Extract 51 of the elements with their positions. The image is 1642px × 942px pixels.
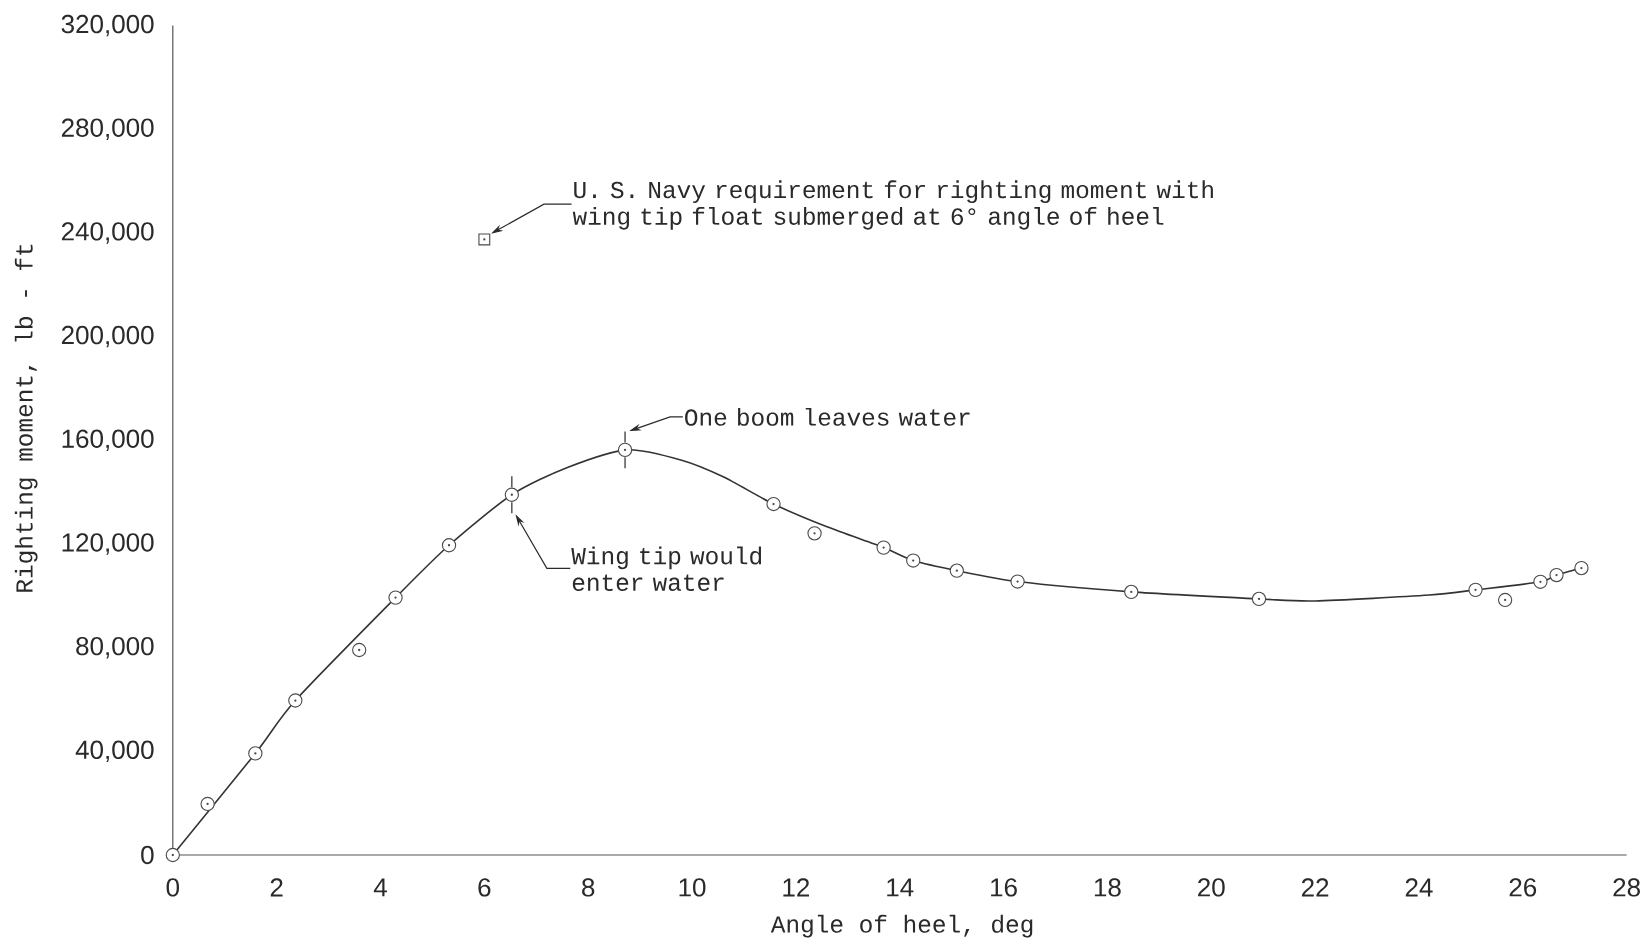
y-tick-label: 160,000 (62, 429, 154, 452)
x-tick-label: 12 (783, 878, 809, 897)
point (1251, 591, 1267, 607)
point (1468, 582, 1483, 597)
x-tick-label: 14 (887, 878, 914, 897)
annotation: One boom leaves water (685, 407, 970, 426)
point (288, 693, 303, 708)
y-tick-label: 280,000 (61, 118, 154, 141)
x-axis-title: Angle of heel, deg (770, 914, 1033, 938)
point (165, 847, 180, 863)
x-tick-label: 4 (373, 878, 387, 897)
point (254, 752, 257, 755)
y-tick-label: 200,000 (61, 325, 154, 348)
y-axis-title: Righting moment, lb - ft (14, 244, 38, 592)
y-tick-label: 80,000 (76, 636, 154, 659)
x-tick-label: 10 (679, 878, 706, 897)
point (876, 540, 891, 555)
point (1497, 592, 1513, 608)
point (478, 233, 491, 246)
point (200, 796, 215, 812)
point (882, 546, 885, 549)
x-tick-label: 16 (991, 878, 1017, 897)
x-tick-label: 22 (1301, 878, 1329, 897)
point (248, 746, 263, 761)
y-tick-label: 240,000 (61, 222, 154, 244)
point (441, 538, 457, 553)
x-tick-label: 2 (270, 878, 283, 897)
point (394, 596, 397, 599)
point (1124, 584, 1139, 600)
x-tick-label: 20 (1198, 878, 1225, 897)
annotation: U. S. Navy requirement for righting moment with wing tip float submerged at 6° angle of heel (572, 180, 1213, 230)
x-tick-label: 24 (1405, 878, 1433, 897)
x-tick-label: 28 (1613, 878, 1640, 897)
point (1574, 560, 1589, 576)
x-tick-label: 18 (1094, 878, 1121, 897)
point (388, 590, 403, 605)
annotation: Wing tip would enter water (571, 546, 762, 591)
point (352, 642, 367, 658)
point (294, 699, 297, 702)
y-tick-label: 120,000 (62, 533, 154, 555)
y-tick-label: 40,000 (75, 740, 154, 763)
point (1549, 567, 1564, 583)
point (504, 487, 520, 502)
x-tick-label: 0 (166, 878, 180, 897)
x-tick-label: 6 (478, 878, 491, 897)
x-tick-label: 26 (1509, 878, 1537, 897)
point (807, 526, 822, 541)
y-tick-label: 320,000 (61, 14, 154, 37)
x-tick-label: 8 (582, 878, 595, 897)
point (1474, 588, 1477, 591)
y-tick-label: 0 (141, 845, 154, 865)
